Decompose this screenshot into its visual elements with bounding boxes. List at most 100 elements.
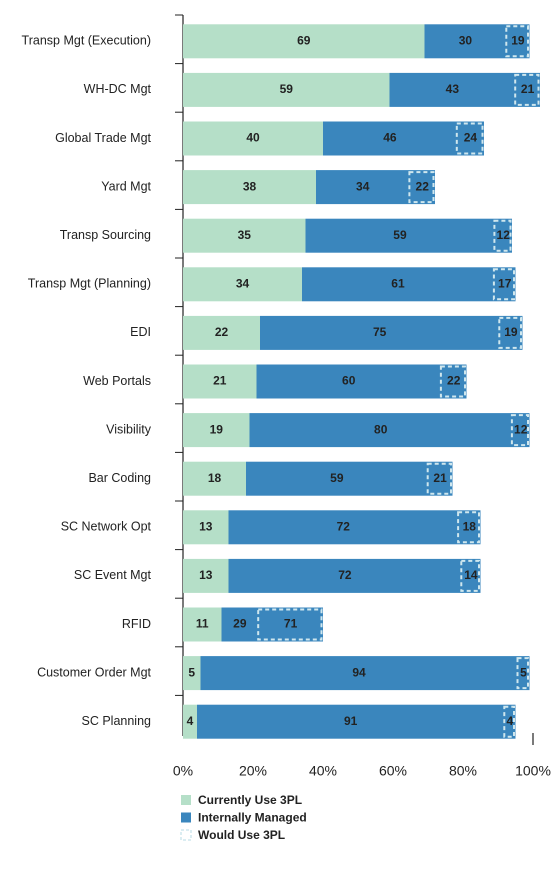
bar-segment [197,704,516,739]
value-label: 38 [243,179,257,193]
bar-segment [183,607,222,642]
value-label: 12 [497,228,511,242]
value-label: 22 [416,179,430,193]
value-label: 80 [374,422,388,436]
value-label: 34 [236,276,250,290]
bar-segment [260,315,523,350]
bar-segment [183,364,257,399]
category-label: WH-DC Mgt [84,82,152,96]
value-label: 71 [284,617,298,631]
category-label: SC Event Mgt [74,568,152,582]
bar-marker [503,705,515,738]
bar-marker [498,316,522,349]
bar-marker [426,462,453,495]
value-label: 59 [393,228,407,242]
bar-segment [183,170,316,205]
value-label: 21 [433,471,447,485]
legend-label: Currently Use 3PL [198,793,302,807]
bar-segment [183,218,306,253]
bar-segment [424,24,530,59]
value-label: 30 [459,33,473,47]
bar-segment [246,461,453,496]
bar-segment [183,24,425,59]
value-label: 5 [188,665,195,679]
x-tick-label: 20% [239,763,267,779]
category-label: Customer Order Mgt [37,665,151,679]
category-label: RFID [122,617,151,631]
category-label: SC Planning [82,714,152,728]
bar-segment [183,72,390,107]
bar-segment [183,461,246,496]
legend-label: Internally Managed [198,811,307,825]
legend-swatch [180,829,192,841]
bar-segment [305,218,512,253]
bar-segment [200,656,530,691]
bar-segment [221,607,323,642]
category-label: Yard Mgt [101,179,151,193]
value-label: 19 [511,33,525,47]
bar-segment [228,558,481,593]
bar-marker [492,268,515,301]
category-label: Bar Coding [88,471,151,485]
bar-segment [183,704,197,739]
value-label: 11 [196,617,209,631]
value-label: 14 [464,568,478,582]
category-label: Visibility [106,422,152,436]
value-label: 12 [514,422,528,436]
value-label: 5 [520,665,527,679]
category-label: EDI [130,325,151,339]
value-label: 29 [233,617,247,631]
value-label: 75 [373,325,387,339]
category-label: Global Trade Mgt [55,131,151,145]
category-label: Transp Mgt (Execution) [22,34,151,48]
category-label: SC Network Opt [61,520,152,534]
value-label: 60 [342,374,356,388]
x-tick-label: 40% [309,763,337,779]
legend-swatch [181,795,191,805]
value-label: 34 [356,179,370,193]
value-label: 13 [199,519,213,533]
value-label: 94 [352,665,366,679]
bar-marker [460,559,480,592]
value-label: 17 [498,276,512,290]
value-label: 18 [208,471,222,485]
value-label: 46 [383,131,397,145]
legend-label: Would Use 3PL [198,828,285,842]
value-label: 59 [280,82,294,96]
value-label: 43 [446,82,460,96]
bar-segment [183,558,229,593]
value-label: 61 [391,276,405,290]
value-label: 13 [199,568,213,582]
value-label: 35 [238,228,252,242]
category-label: Transp Sourcing [60,228,151,242]
bar-segment [389,72,540,107]
value-label: 4 [507,714,514,728]
bar-segment [228,510,481,545]
bar-marker [408,171,435,204]
value-label: 69 [297,33,311,47]
value-label: 40 [246,131,260,145]
bar-marker [505,25,529,58]
value-label: 24 [464,131,478,145]
x-tick-label: 60% [379,763,407,779]
value-label: 22 [447,374,461,388]
bar-segment [302,267,516,302]
x-tick-label: 0% [173,763,193,779]
bar-marker [514,73,540,106]
value-label: 72 [338,568,352,582]
value-label: 21 [213,374,227,388]
value-label: 22 [215,325,229,339]
bar-segment [249,413,530,448]
bar-marker [457,511,481,544]
bar-segment [183,413,250,448]
bar-segment [183,315,260,350]
bar-segment [316,170,435,205]
x-tick-label: 80% [449,763,477,779]
value-label: 91 [344,714,358,728]
bar-segment [323,121,484,156]
bar-segment [256,364,467,399]
bar-segment [183,656,201,691]
bar-segment [183,267,302,302]
category-label: Transp Mgt (Planning) [28,277,151,291]
